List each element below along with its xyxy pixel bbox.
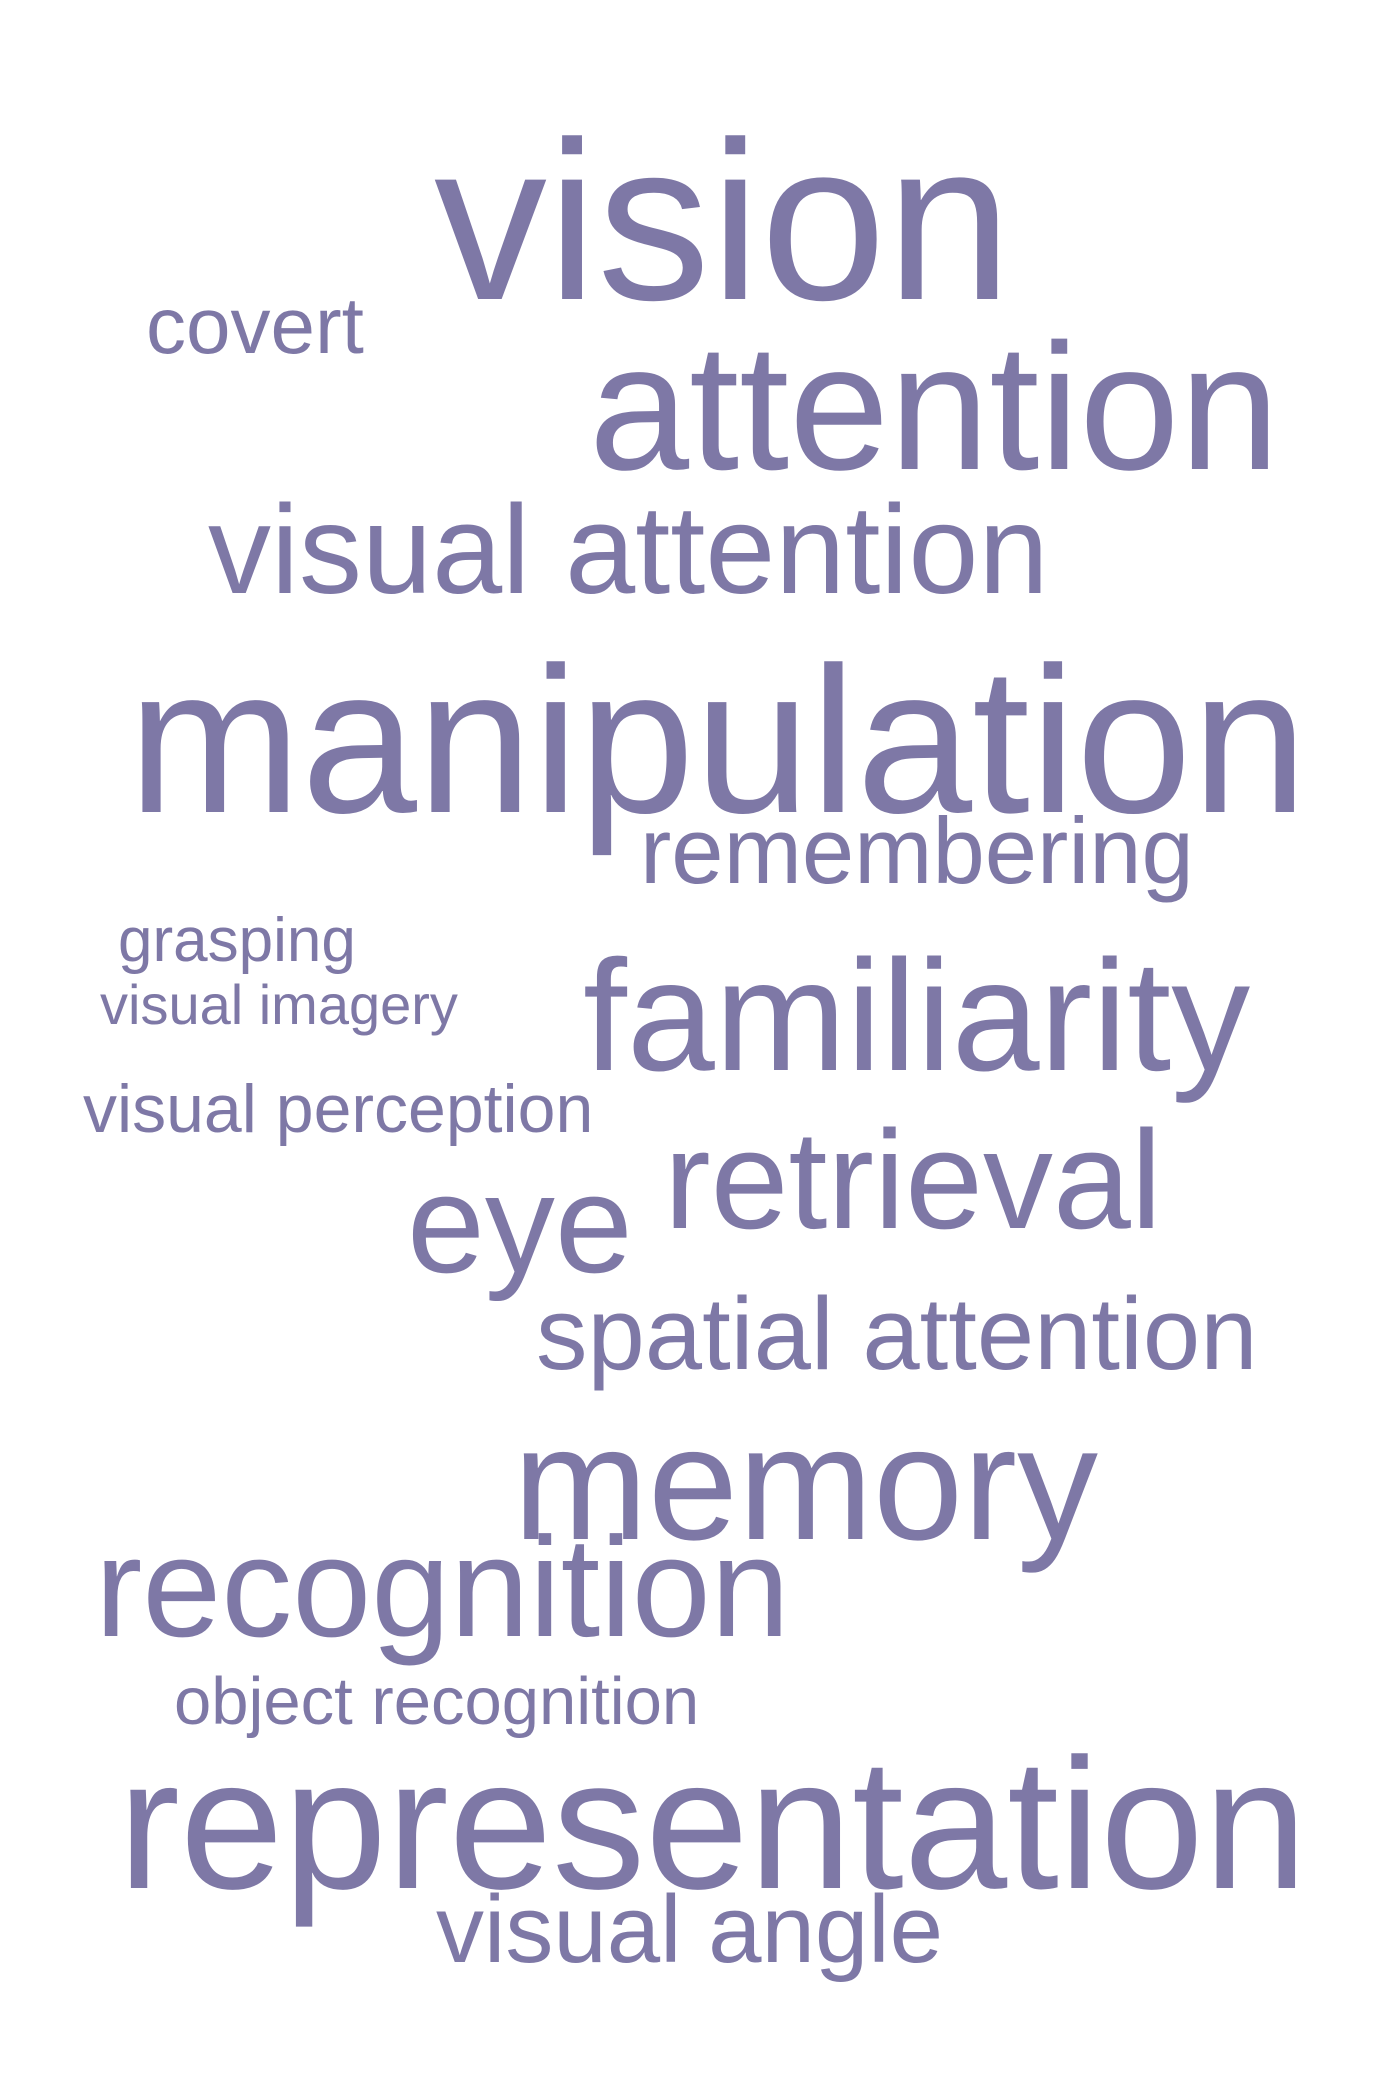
word-vision: vision: [434, 94, 1012, 347]
word-attention: attention: [589, 307, 1280, 508]
word-visual-attention: visual attention: [208, 479, 1049, 620]
word-manipulation: manipulation: [128, 625, 1308, 857]
word-memory: memory: [513, 1393, 1099, 1574]
word-visual-perception: visual perception: [83, 1071, 594, 1147]
word-familiarity: familiarity: [583, 928, 1251, 1104]
word-retrieval: retrieval: [664, 1101, 1162, 1258]
word-recognition: recognition: [95, 1508, 790, 1667]
word-eye: eye: [407, 1145, 633, 1302]
word-visual-imagery: visual imagery: [100, 973, 458, 1036]
word-object-recognition: object recognition: [174, 1664, 700, 1739]
word-visual-angle: visual angle: [436, 1876, 943, 1983]
word-representation: representation: [118, 1721, 1308, 1928]
word-remembering: remembering: [640, 798, 1194, 903]
word-spatial-attention: spatial attention: [536, 1276, 1258, 1391]
word-covert: covert: [146, 281, 364, 370]
word-grasping: grasping: [118, 906, 356, 975]
